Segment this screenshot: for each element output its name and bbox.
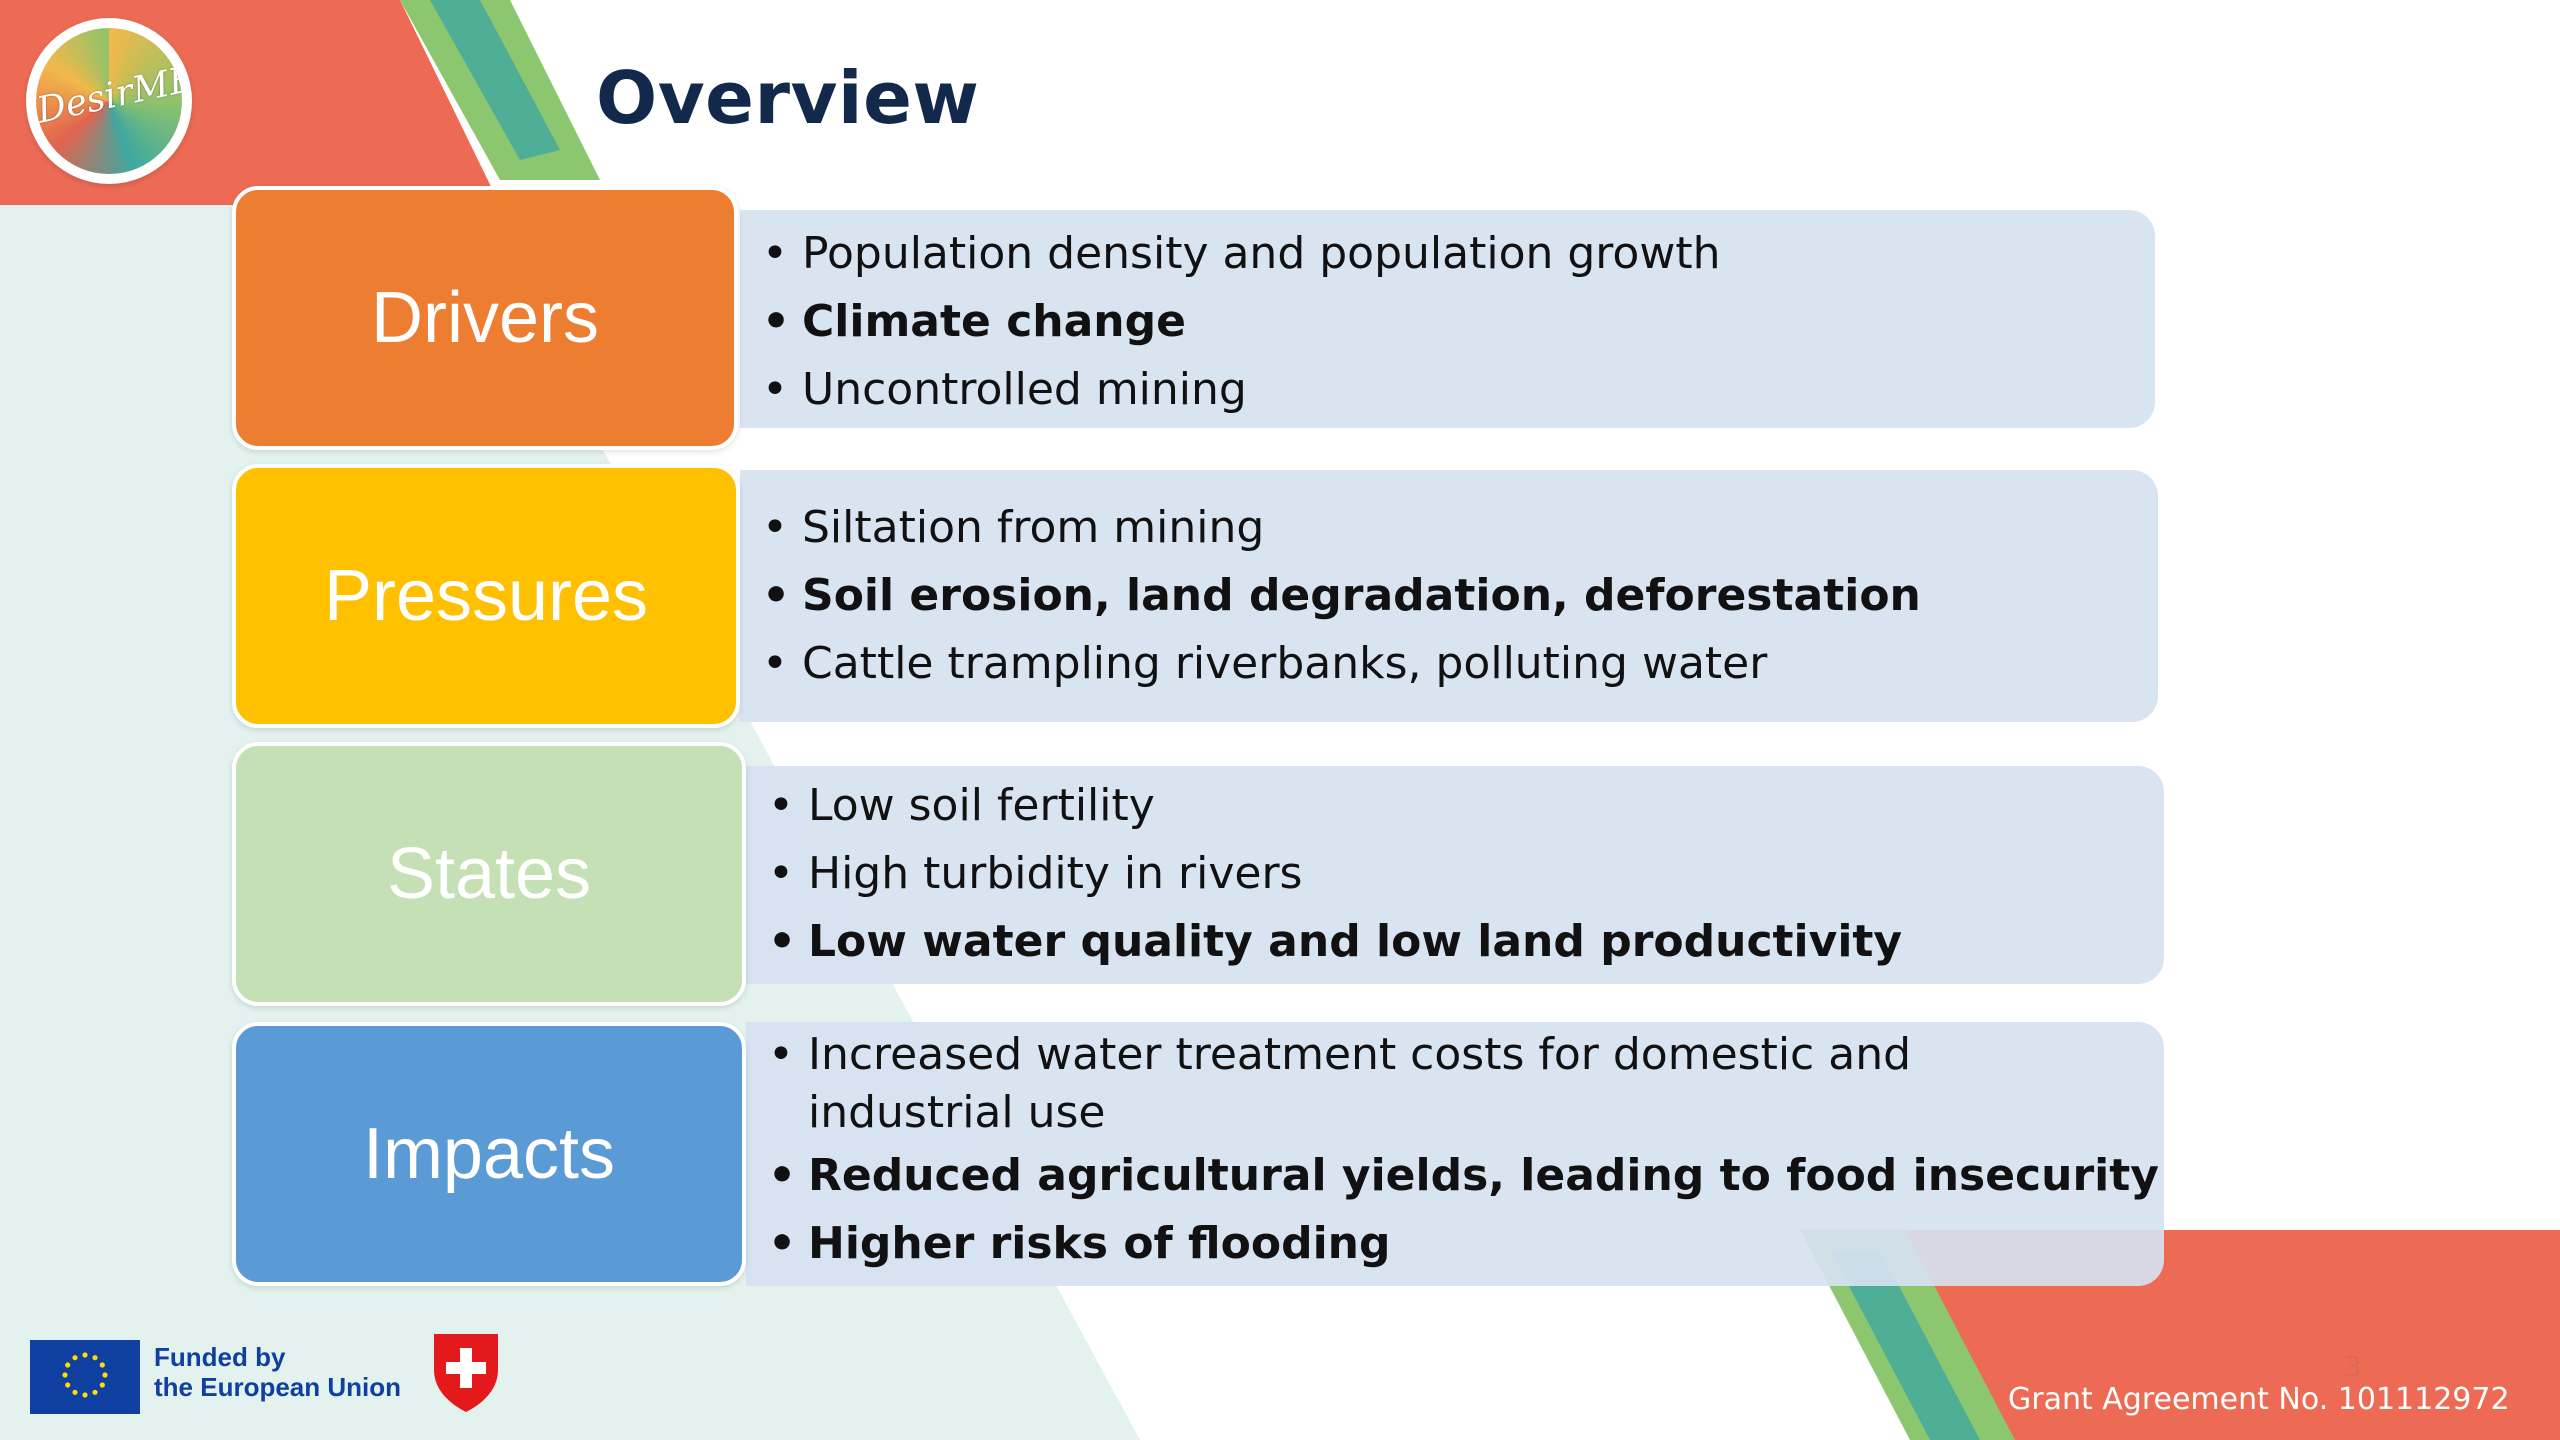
pressures-label-box: Pressures: [232, 464, 740, 728]
impacts-details-box: Increased water treatment costs for dome…: [746, 1022, 2164, 1286]
states-item: Low water quality and low land productiv…: [746, 908, 2164, 976]
impacts-item: Reduced agricultural yields, leading to …: [746, 1142, 2164, 1210]
slide-title: Overview: [596, 56, 980, 140]
eu-flag-icon: [30, 1340, 140, 1414]
states-label: States: [386, 834, 592, 914]
drivers-label: Drivers: [371, 278, 599, 358]
grant-agreement-text: Grant Agreement No. 101112972: [2008, 1382, 2510, 1417]
pressures-label: Pressures: [323, 556, 649, 636]
desirmed-logo: DesirMED: [26, 18, 192, 184]
swiss-shield-icon: [434, 1334, 498, 1412]
impacts-label-box: Impacts: [232, 1022, 746, 1286]
eu-funding-text: Funded by the European Union: [154, 1342, 401, 1402]
drivers-item: Climate change: [740, 288, 2155, 356]
drivers-label-box: Drivers: [232, 186, 738, 450]
drivers-details-box: Population density and population growth…: [740, 210, 2155, 428]
eu-funding-line1: Funded by: [154, 1342, 286, 1372]
pressures-item: Siltation from mining: [740, 494, 2158, 562]
states-item: Low soil fertility: [746, 772, 2164, 840]
drivers-item: Population density and population growth: [740, 220, 2155, 288]
eu-funding-line2: the European Union: [154, 1372, 401, 1402]
impacts-item: Higher risks of flooding: [746, 1210, 2164, 1278]
drivers-item: Uncontrolled mining: [740, 356, 2155, 424]
pressures-item: Cattle trampling riverbanks, polluting w…: [740, 630, 2158, 698]
slide-number: 3: [2344, 1350, 2362, 1383]
pressures-details-box: Siltation from mining Soil erosion, land…: [740, 470, 2158, 722]
impacts-label: Impacts: [362, 1114, 616, 1194]
states-item: High turbidity in rivers: [746, 840, 2164, 908]
impacts-item: Increased water treatment costs for dome…: [746, 1026, 2164, 1142]
states-details-box: Low soil fertility High turbidity in riv…: [746, 766, 2164, 984]
pressures-item: Soil erosion, land degradation, deforest…: [740, 562, 2158, 630]
states-label-box: States: [232, 742, 746, 1006]
logo-text: DesirMED: [36, 52, 182, 132]
